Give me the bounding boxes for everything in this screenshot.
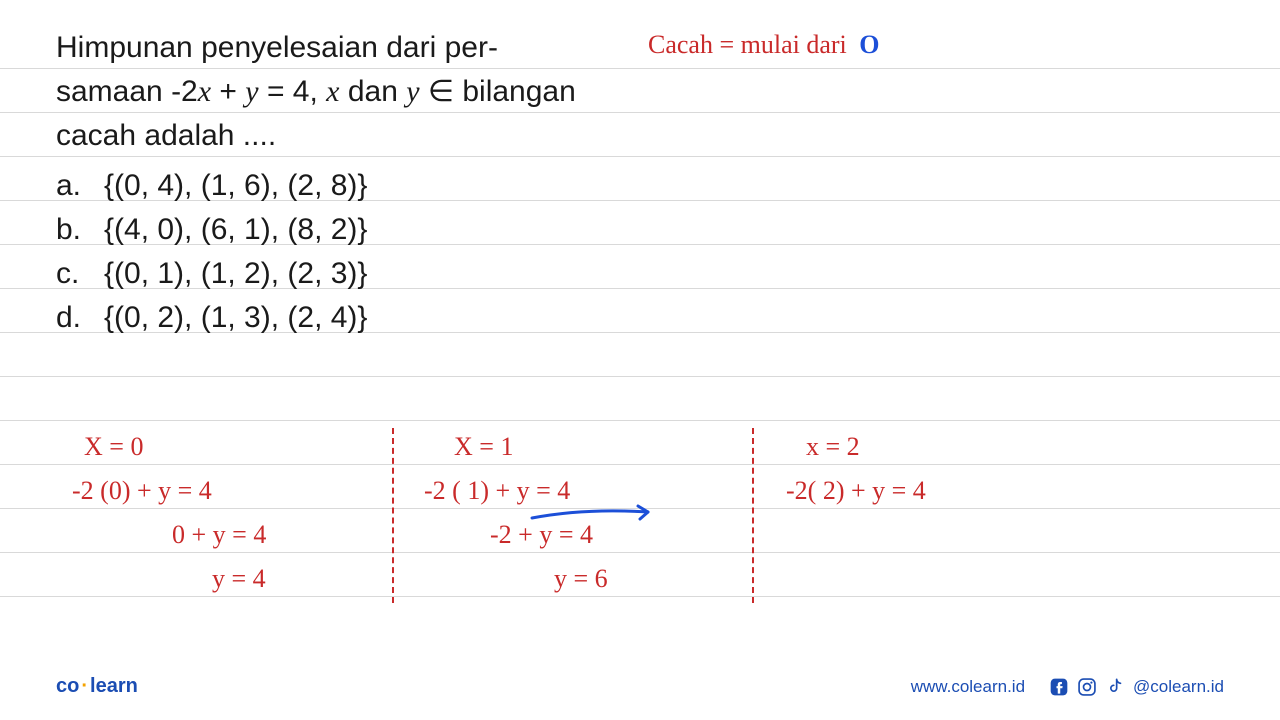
instagram-icon xyxy=(1077,677,1097,697)
work-col3-line2: -2( 2) + y = 4 xyxy=(786,476,926,506)
footer-url: www.colearn.id xyxy=(911,677,1025,697)
rule-line xyxy=(0,420,1280,421)
facebook-icon xyxy=(1049,677,1069,697)
choice-label: b. xyxy=(56,208,82,252)
rule-line xyxy=(0,552,1280,553)
logo-co: co xyxy=(56,675,79,697)
choice-text: {(4, 0), (6, 1), (8, 2)} xyxy=(104,208,367,252)
annotation-top-red: Cacah = mulai dari xyxy=(648,30,847,59)
choice-label: d. xyxy=(56,296,82,340)
footer: co·learn www.colearn.id @colearn.id xyxy=(0,675,1280,698)
work-col3-line1: x = 2 xyxy=(806,432,860,462)
choice-d: d. {(0, 2), (1, 3), (2, 4)} xyxy=(56,296,626,340)
logo-dot: · xyxy=(79,675,90,697)
social-icons: @colearn.id xyxy=(1049,677,1224,697)
choice-text: {(0, 4), (1, 6), (2, 8)} xyxy=(104,164,367,208)
work-col1-line2: -2 (0) + y = 4 xyxy=(72,476,212,506)
separator-1 xyxy=(392,428,394,603)
annotation-top-blue: O xyxy=(859,30,879,59)
problem-line-2: samaan -2x + y = 4, x dan y ∈ bilangan xyxy=(56,70,626,114)
work-col2-line2: -2 ( 1) + y = 4 xyxy=(424,476,570,506)
page: Himpunan penyelesaian dari per- samaan -… xyxy=(0,0,1280,720)
choice-text: {(0, 2), (1, 3), (2, 4)} xyxy=(104,296,367,340)
separator-2 xyxy=(752,428,754,603)
work-col1-line3: 0 + y = 4 xyxy=(172,520,266,550)
choice-label: a. xyxy=(56,164,82,208)
tiktok-icon xyxy=(1105,677,1125,697)
choice-a: a. {(0, 4), (1, 6), (2, 8)} xyxy=(56,164,626,208)
work-col2-line4: y = 6 xyxy=(554,564,608,594)
problem-line-1: Himpunan penyelesaian dari per- xyxy=(56,26,626,70)
logo-learn: learn xyxy=(90,675,138,697)
work-col1-line4: y = 4 xyxy=(212,564,266,594)
choice-c: c. {(0, 1), (1, 2), (2, 3)} xyxy=(56,252,626,296)
choice-label: c. xyxy=(56,252,82,296)
annotation-top: Cacah = mulai dari O xyxy=(648,30,880,60)
work-col1-line1: X = 0 xyxy=(84,432,143,462)
arrow-icon xyxy=(530,504,660,522)
rule-line xyxy=(0,596,1280,597)
problem-block: Himpunan penyelesaian dari per- samaan -… xyxy=(56,26,626,340)
choice-b: b. {(4, 0), (6, 1), (8, 2)} xyxy=(56,208,626,252)
logo: co·learn xyxy=(56,675,138,698)
rule-line xyxy=(0,464,1280,465)
work-col2-line3: -2 + y = 4 xyxy=(490,520,593,550)
choice-text: {(0, 1), (1, 2), (2, 3)} xyxy=(104,252,367,296)
footer-right: www.colearn.id @colearn.id xyxy=(911,677,1224,697)
choices-list: a. {(0, 4), (1, 6), (2, 8)} b. {(4, 0), … xyxy=(56,164,626,340)
problem-line-3: cacah adalah .... xyxy=(56,114,626,158)
social-handle: @colearn.id xyxy=(1133,677,1224,697)
work-col2-line1: X = 1 xyxy=(454,432,513,462)
rule-line xyxy=(0,376,1280,377)
